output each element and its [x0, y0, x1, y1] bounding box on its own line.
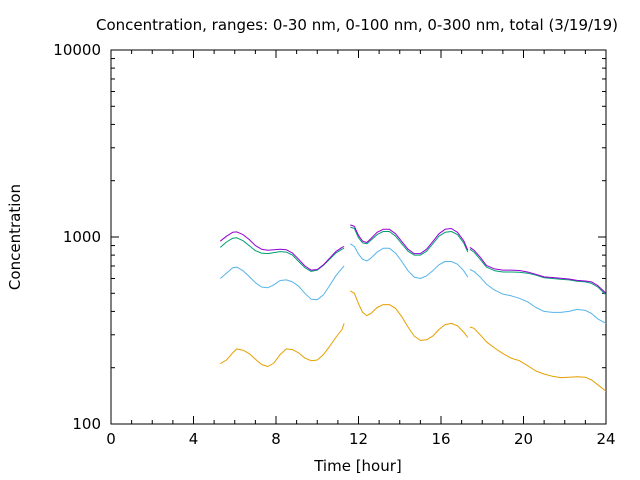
series-1	[220, 290, 607, 392]
series-line-segment	[220, 323, 345, 367]
y-tick-label: 10000	[53, 41, 101, 59]
chart-title: Concentration, ranges: 0-30 nm, 0-100 nm…	[96, 16, 618, 34]
series-line-segment	[219, 265, 345, 301]
y-axis-label: Concentration	[6, 184, 24, 290]
series-line-segment	[469, 269, 607, 324]
series-line-segment	[350, 226, 469, 256]
x-axis-label: Time [hour]	[313, 457, 402, 475]
x-tick-label: 0	[106, 430, 116, 448]
x-tick-labels: 0 4 8 12 16 20 24	[106, 430, 615, 448]
x-tick-label: 8	[271, 430, 281, 448]
x-tick-label: 20	[514, 430, 533, 448]
series-line-segment	[469, 248, 607, 296]
series-group	[219, 224, 607, 392]
series-4	[219, 224, 607, 294]
series-line-segment	[469, 246, 607, 294]
series-3	[219, 226, 607, 296]
series-line-segment	[350, 243, 469, 279]
y-tick-label: 100	[72, 415, 101, 433]
x-tick-label: 24	[596, 430, 615, 448]
series-line-segment	[219, 237, 345, 272]
series-line-segment	[219, 231, 345, 271]
series-line-segment	[350, 290, 469, 341]
y-tick-label: 1000	[63, 228, 101, 246]
axis-ticks	[110, 49, 607, 425]
series-line-segment	[350, 224, 469, 255]
series-line-segment	[469, 326, 607, 392]
x-tick-label: 4	[189, 430, 199, 448]
series-2	[219, 243, 607, 324]
y-tick-labels: 100 1000 10000	[53, 41, 101, 433]
x-tick-label: 12	[349, 430, 368, 448]
x-tick-label: 16	[431, 430, 450, 448]
